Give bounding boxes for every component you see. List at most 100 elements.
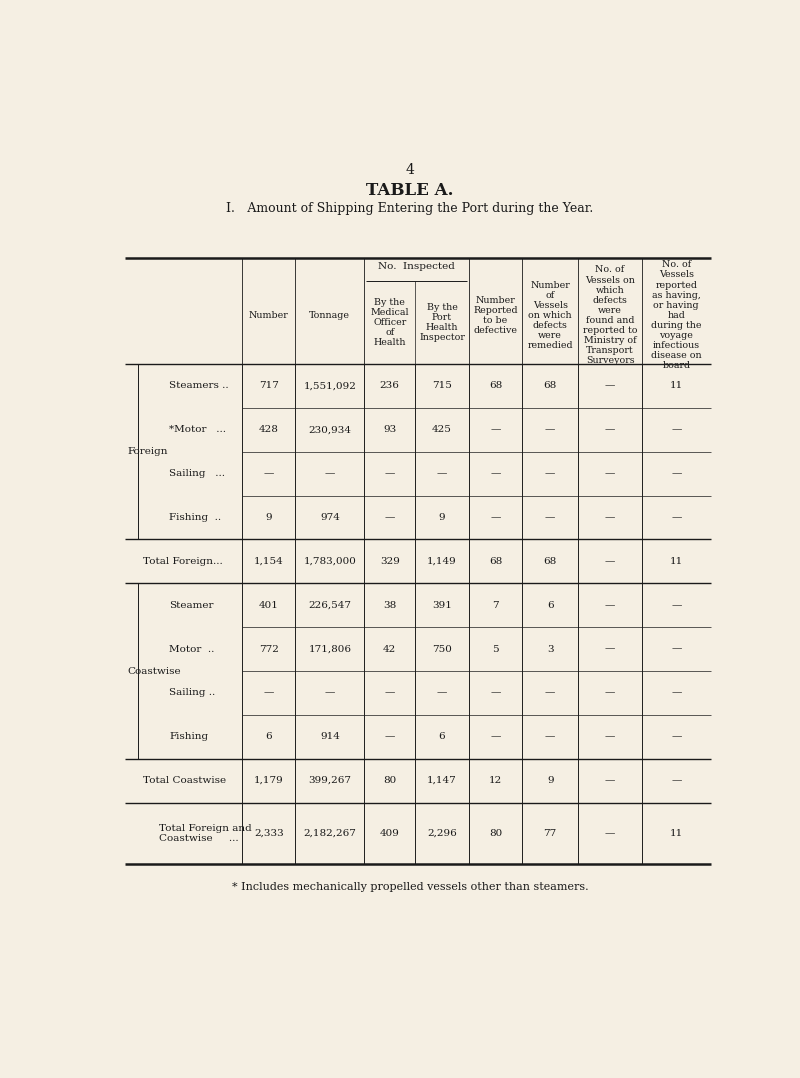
Text: 750: 750 [432,645,452,653]
Text: Total Coastwise: Total Coastwise [143,776,226,785]
Text: Fishing: Fishing [170,732,209,742]
Text: —: — [605,513,615,522]
Text: 2,296: 2,296 [427,829,457,838]
Text: 329: 329 [380,557,400,566]
Text: —: — [605,732,615,742]
Text: —: — [545,469,555,479]
Text: 3: 3 [547,645,554,653]
Text: —: — [605,600,615,610]
Text: Tonnage: Tonnage [310,310,350,320]
Text: —: — [437,469,447,479]
Text: 7: 7 [492,600,498,610]
Text: —: — [490,469,501,479]
Text: No. of
Vessels on
which
defects
were
found and
reported to
Ministry of
Transport: No. of Vessels on which defects were fou… [583,265,638,365]
Text: 68: 68 [543,557,557,566]
Text: 6: 6 [438,732,446,742]
Text: 399,267: 399,267 [308,776,351,785]
Text: —: — [437,689,447,697]
Text: 1,179: 1,179 [254,776,284,785]
Text: 12: 12 [489,776,502,785]
Text: * Includes mechanically propelled vessels other than steamers.: * Includes mechanically propelled vessel… [232,882,588,893]
Text: Motor  ..: Motor .. [170,645,214,653]
Text: 68: 68 [489,557,502,566]
Text: —: — [490,513,501,522]
Text: Total Foreign and
Coastwise     ...: Total Foreign and Coastwise ... [159,824,252,843]
Text: 42: 42 [383,645,396,653]
Text: 974: 974 [320,513,340,522]
Text: Fishing  ..: Fishing .. [170,513,222,522]
Text: 409: 409 [380,829,400,838]
Text: —: — [490,689,501,697]
Text: —: — [605,426,615,434]
Text: —: — [605,645,615,653]
Text: 9: 9 [547,776,554,785]
Text: 2,333: 2,333 [254,829,284,838]
Text: 1,154: 1,154 [254,557,284,566]
Text: —: — [325,689,335,697]
Text: —: — [490,732,501,742]
Text: 5: 5 [492,645,498,653]
Text: 6: 6 [266,732,272,742]
Text: Foreign: Foreign [128,447,168,456]
Text: —: — [545,426,555,434]
Text: 38: 38 [383,600,396,610]
Text: —: — [671,645,682,653]
Text: —: — [605,469,615,479]
Text: Sailing ..: Sailing .. [170,689,215,697]
Text: 715: 715 [432,382,452,390]
Text: —: — [325,469,335,479]
Text: Number
Reported
to be
defective: Number Reported to be defective [473,295,518,335]
Text: —: — [605,689,615,697]
Text: 6: 6 [547,600,554,610]
Text: —: — [671,513,682,522]
Text: 428: 428 [258,426,278,434]
Text: 68: 68 [489,382,502,390]
Text: Steamers ..: Steamers .. [170,382,229,390]
Text: —: — [385,689,395,697]
Text: —: — [545,513,555,522]
Text: 1,147: 1,147 [427,776,457,785]
Text: —: — [490,426,501,434]
Text: TABLE A.: TABLE A. [366,182,454,198]
Text: 80: 80 [489,829,502,838]
Text: No. of
Vessels
reported
as having,
or having
had
during the
voyage
infectious
di: No. of Vessels reported as having, or ha… [651,261,702,370]
Text: By the
Port
Health
Inspector: By the Port Health Inspector [419,303,465,342]
Text: —: — [671,469,682,479]
Text: Total Foreign...: Total Foreign... [143,557,223,566]
Text: I. Amount of Shipping Entering the Port during the Year.: I. Amount of Shipping Entering the Port … [226,202,594,215]
Text: Sailing   ...: Sailing ... [170,469,226,479]
Text: 2,182,267: 2,182,267 [303,829,356,838]
Text: Number: Number [249,310,289,320]
Text: 226,547: 226,547 [308,600,351,610]
Text: 9: 9 [266,513,272,522]
Text: 236: 236 [380,382,400,390]
Text: No.  Inspected: No. Inspected [378,262,455,271]
Text: 171,806: 171,806 [308,645,351,653]
Text: —: — [385,732,395,742]
Text: —: — [671,689,682,697]
Text: —: — [605,829,615,838]
Text: —: — [605,776,615,785]
Text: —: — [671,600,682,610]
Text: 1,551,092: 1,551,092 [303,382,356,390]
Text: 80: 80 [383,776,396,785]
Text: 11: 11 [670,382,683,390]
Text: 391: 391 [432,600,452,610]
Text: 1,149: 1,149 [427,557,457,566]
Text: 401: 401 [258,600,278,610]
Text: 77: 77 [543,829,557,838]
Text: —: — [605,557,615,566]
Text: —: — [671,732,682,742]
Text: —: — [545,689,555,697]
Text: 11: 11 [670,557,683,566]
Text: Coastwise: Coastwise [128,666,182,676]
Text: —: — [671,426,682,434]
Text: 4: 4 [406,163,414,177]
Text: 717: 717 [258,382,278,390]
Text: 425: 425 [432,426,452,434]
Text: —: — [263,469,274,479]
Text: 68: 68 [543,382,557,390]
Text: —: — [545,732,555,742]
Text: 93: 93 [383,426,396,434]
Text: 9: 9 [438,513,446,522]
